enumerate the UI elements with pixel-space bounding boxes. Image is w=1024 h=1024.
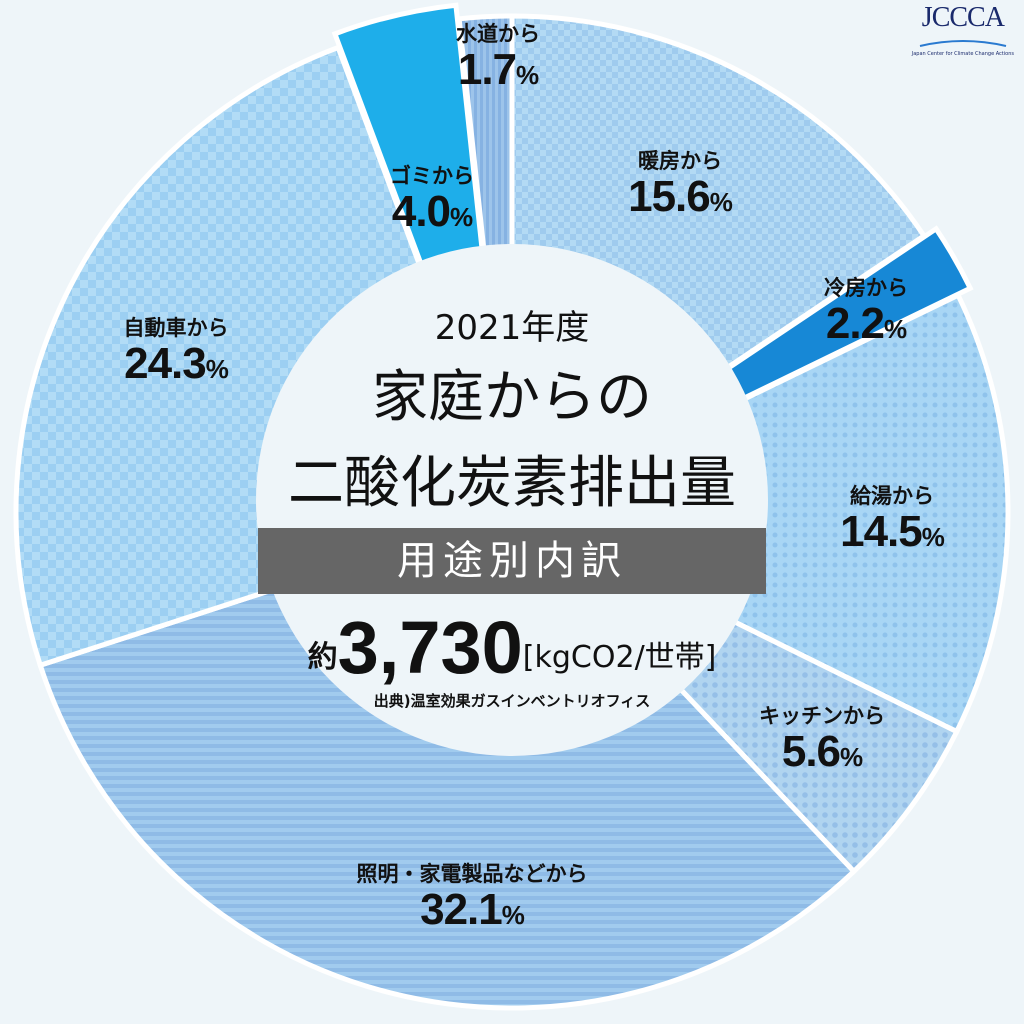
slice-value: 32.1%	[357, 888, 588, 932]
slice-value: 14.5%	[840, 507, 945, 556]
slice-value-unit: %	[205, 354, 229, 384]
slice-category: キッチンから	[759, 704, 885, 728]
slice-value: 2.2%	[824, 302, 908, 346]
slice-category: 照明・家電製品などから	[356, 862, 588, 886]
slice-value-unit: %	[709, 187, 733, 217]
slice-value: 1.7%	[456, 48, 540, 92]
total-emissions: 約3,730[kgCO2/世帯]	[308, 605, 717, 690]
total-value: 3,730	[337, 606, 523, 689]
logo-text: JCCCA	[921, 2, 1005, 33]
slice-value-number: 5.6	[781, 727, 841, 776]
slice-label-6: ゴミから 4.0%	[390, 160, 474, 234]
slice-value-unit: %	[516, 60, 539, 90]
chart-subtitle-band: 用途別内訳	[258, 528, 766, 594]
slice-value-number: 24.3	[124, 339, 207, 388]
slice-category: 冷房から	[824, 276, 908, 300]
slice-value-unit: %	[501, 900, 525, 930]
total-unit: [kgCO2/世帯]	[522, 640, 717, 675]
logo-arc	[919, 40, 1007, 47]
chart-title-line1: 家庭からの	[372, 365, 652, 430]
slice-value: 4.0%	[390, 190, 474, 234]
slice-category: 水道から	[456, 22, 540, 46]
chart-year: 2021年度	[434, 308, 590, 348]
slice-category: 自動車から	[123, 316, 229, 340]
slice-value-unit: %	[921, 522, 945, 552]
slice-value-number: 14.5	[840, 507, 923, 556]
slice-label-1: 冷房から 2.2%	[824, 272, 908, 346]
slice-label-3: キッチンから 5.6%	[759, 700, 885, 774]
slice-value: 5.6%	[759, 730, 885, 774]
slice-category: 暖房から	[637, 149, 722, 173]
slice-label-0: 暖房から 15.6%	[628, 145, 733, 221]
total-prefix: 約	[307, 640, 338, 675]
slice-label-4: 照明・家電製品などから 32.1%	[357, 858, 588, 932]
slice-value-unit: %	[450, 202, 473, 232]
slice-value: 15.6%	[628, 172, 733, 221]
slice-label-7: 水道から 1.7%	[456, 18, 540, 92]
slice-value-unit: %	[884, 314, 907, 344]
slice-label-5: 自動車から 24.3%	[124, 312, 229, 386]
jccca-logo: JCCCA Japan Center for Climate Change Ac…	[911, 2, 1014, 58]
slice-value: 24.3%	[124, 342, 229, 386]
slice-value-number: 15.6	[628, 172, 711, 221]
slice-label-2: 給湯から 14.5%	[840, 480, 945, 556]
slice-value-number: 4.0	[391, 187, 451, 236]
chart-title-line2: 二酸化炭素排出量	[288, 451, 736, 516]
slice-category: ゴミから	[390, 164, 474, 188]
donut-hole	[256, 244, 768, 756]
slice-value-unit: %	[840, 742, 863, 772]
slice-category: 給湯から	[849, 484, 934, 508]
source-note: 出典)温室効果ガスインベントリオフィス	[373, 692, 651, 710]
slice-value-number: 2.2	[825, 299, 885, 348]
slice-value-number: 1.7	[457, 45, 517, 94]
logo-subtitle: Japan Center for Climate Change Actions	[911, 51, 1014, 57]
slice-4	[37, 509, 858, 1011]
slice-value-number: 32.1	[420, 885, 503, 934]
